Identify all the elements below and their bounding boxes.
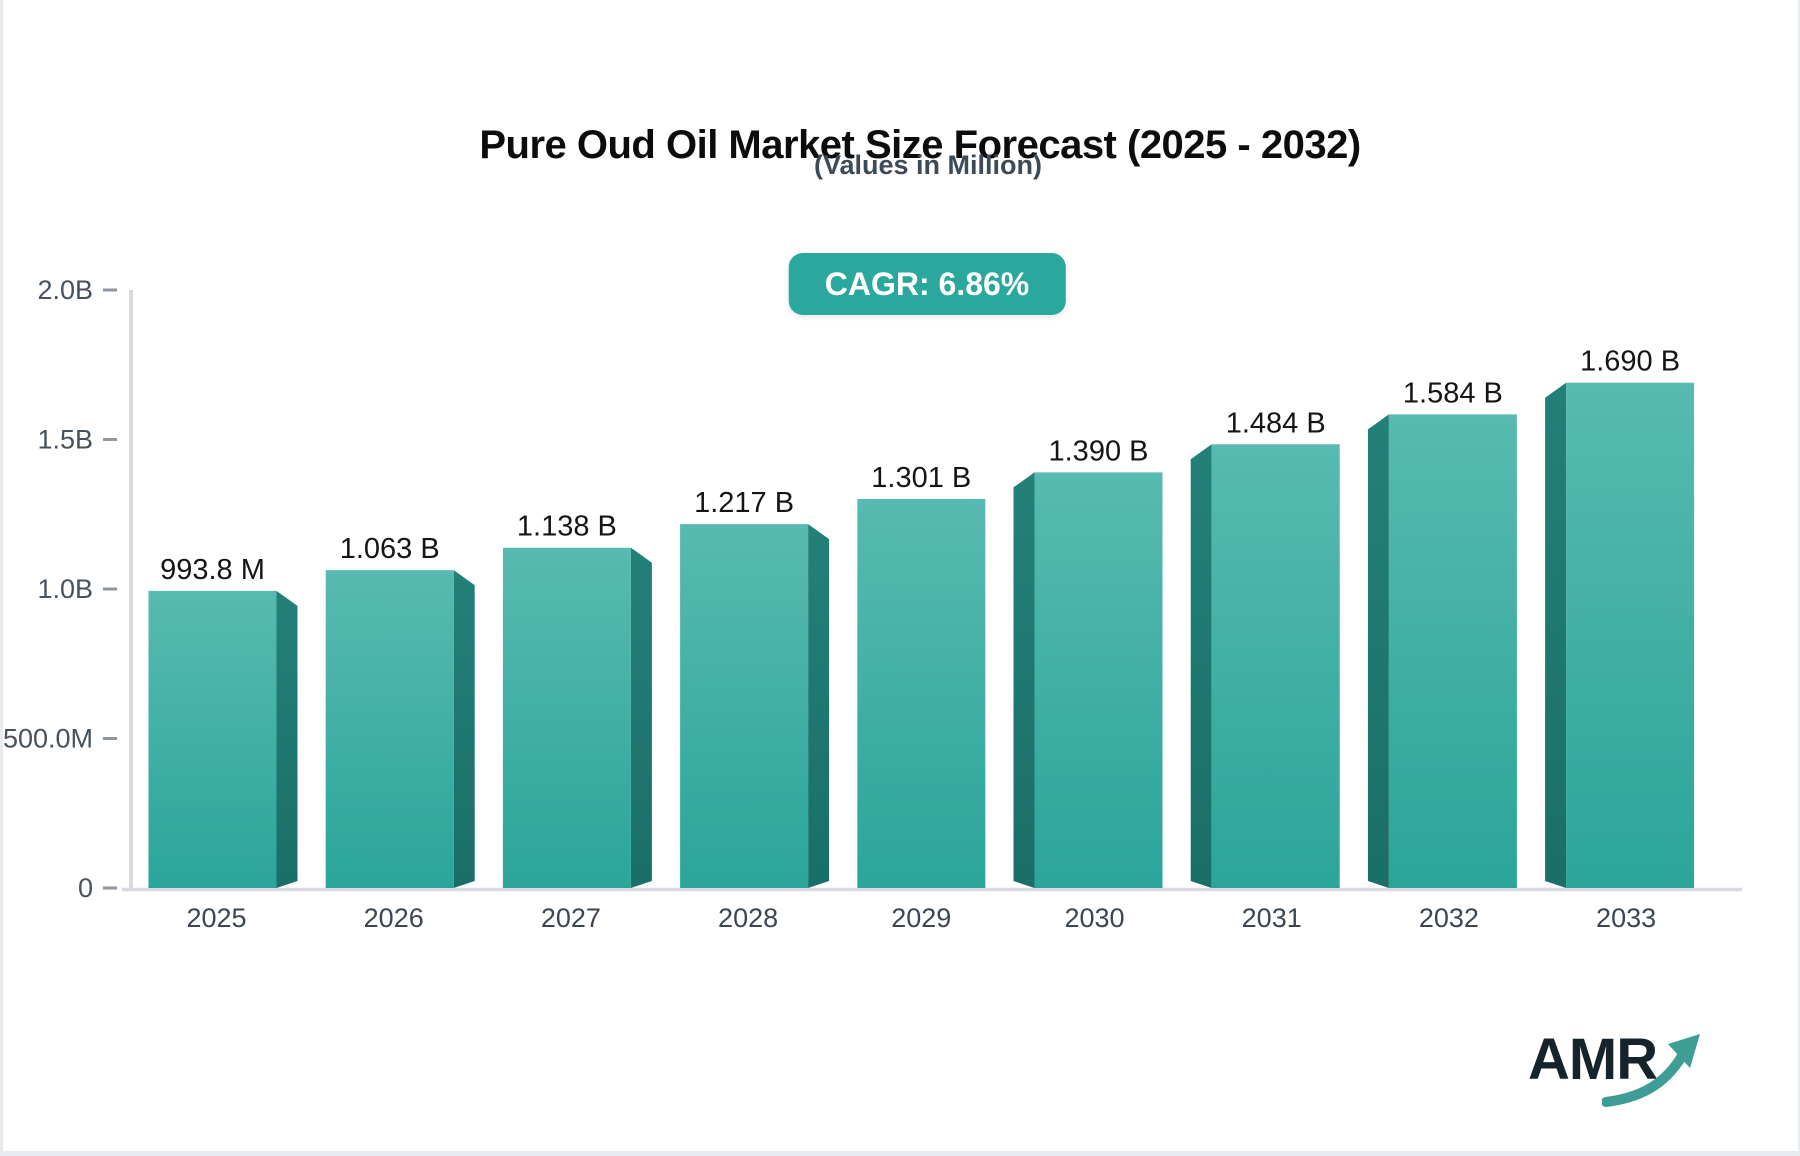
y-axis-label: 2.0B [37, 275, 93, 305]
x-axis-label: 2033 [1596, 903, 1656, 933]
x-axis-label: 2030 [1064, 903, 1124, 933]
amr-logo: AMR [1528, 1026, 1728, 1121]
bar-side-face-2031 [1190, 444, 1212, 888]
x-axis-label: 2027 [541, 903, 601, 933]
bar-2026 [325, 570, 454, 888]
y-axis-label: 0 [78, 873, 93, 903]
bar-value-label: 1.138 B [517, 511, 617, 543]
bar-value-label: 1.217 B [694, 487, 794, 519]
bar-value-label: 1.063 B [340, 533, 440, 565]
bar-value-label: 993.8 M [160, 554, 265, 586]
chart-subtitle: (Values in Million) [813, 150, 1043, 180]
x-axis-label: 2026 [364, 903, 424, 933]
x-axis-label: 2029 [891, 903, 951, 933]
bar-2033 [1566, 382, 1695, 888]
bar-2029 [857, 499, 986, 888]
bar-2027 [502, 547, 631, 888]
bar-side-face-2032 [1367, 414, 1389, 888]
bar-2028 [680, 524, 809, 888]
bar-side-face-2030 [1013, 472, 1035, 888]
bar-side-face-2027 [630, 547, 652, 888]
y-axis-label: 500.0M [3, 724, 93, 754]
bar-2025 [148, 590, 277, 888]
bar-value-label: 1.390 B [1049, 435, 1149, 467]
bar-value-label: 1.690 B [1580, 346, 1680, 378]
x-axis-label: 2032 [1419, 903, 1479, 933]
bar-value-label: 1.301 B [871, 462, 971, 494]
cagr-badge: CAGR: 6.86% [788, 253, 1066, 315]
bar-value-label: 1.584 B [1403, 377, 1503, 409]
bar-side-face-2033 [1545, 382, 1567, 888]
bar-side-face-2028 [808, 524, 830, 888]
bar-2031 [1211, 444, 1340, 888]
y-axis-label: 1.0B [37, 574, 93, 604]
x-axis-label: 2025 [186, 903, 246, 933]
x-axis-label: 2031 [1242, 903, 1302, 933]
bar-2030 [1034, 472, 1163, 888]
bar-2032 [1388, 414, 1517, 888]
logo-text: AMR [1528, 1027, 1658, 1092]
y-axis-label: 1.5B [37, 425, 93, 455]
x-axis-label: 2028 [718, 903, 778, 933]
bar-value-label: 1.484 B [1226, 407, 1326, 439]
chart-title: Pure Oud Oil Market Size Forecast (2025 … [479, 122, 1361, 167]
bar-side-face-2025 [276, 590, 298, 888]
bar-side-face-2026 [453, 570, 475, 888]
trend-up-arrow-icon [1602, 1034, 1700, 1107]
